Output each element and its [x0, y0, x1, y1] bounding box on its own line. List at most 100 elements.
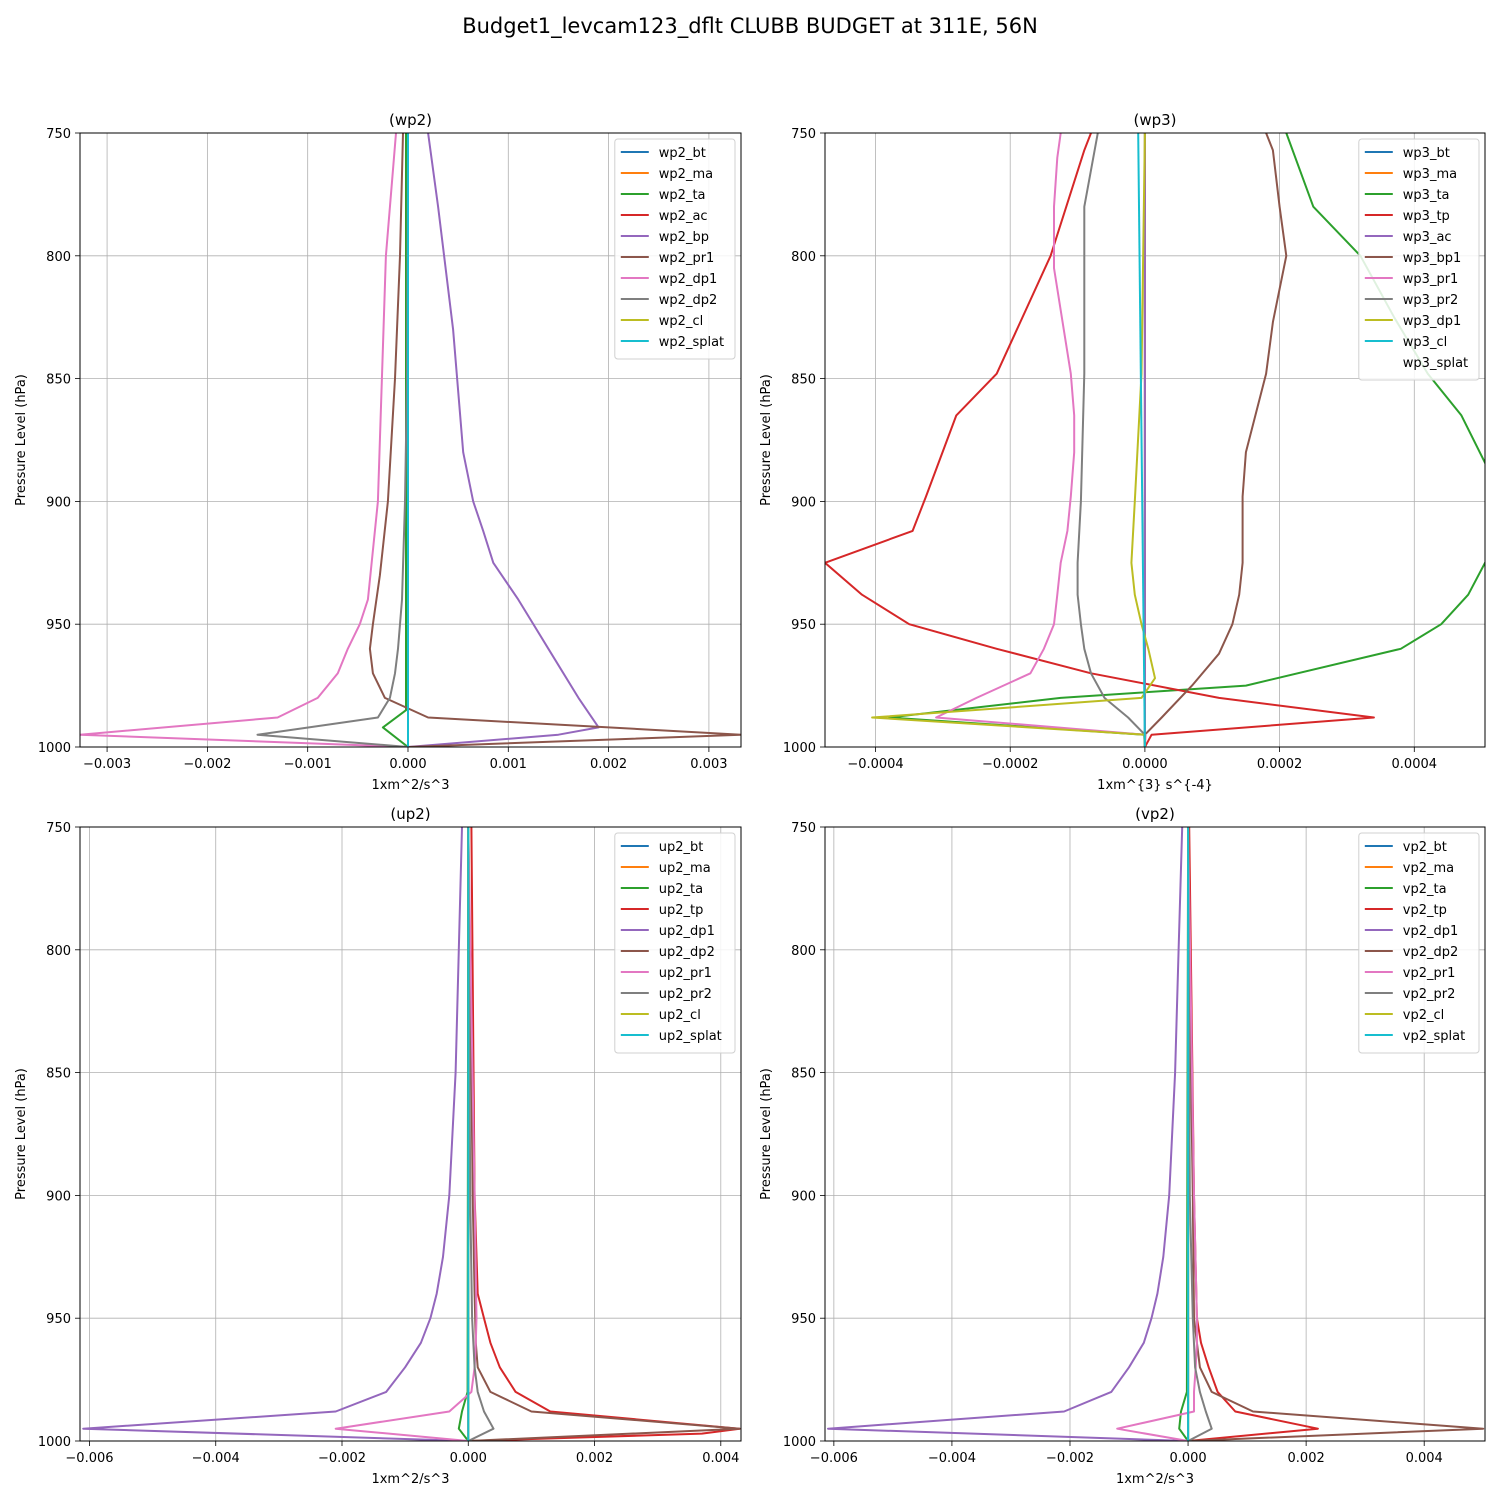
legend-label-wp2_splat: wp2_splat [659, 335, 724, 350]
y-tick-label: 800 [46, 250, 71, 265]
legend-label-vp2_pr1: vp2_pr1 [1403, 966, 1456, 981]
x-tick-label: −0.006 [810, 1451, 858, 1466]
y-tick-label: 750 [791, 127, 816, 142]
legend-label-vp2_dp2: vp2_dp2 [1403, 945, 1459, 960]
series-line-wp2_dp1 [80, 133, 409, 747]
legend-label-vp2_cl: vp2_cl [1403, 1008, 1444, 1023]
x-tick-label: 0.000 [1169, 1451, 1206, 1466]
figure-title: Budget1_levcam123_dflt CLUBB BUDGET at 3… [462, 14, 1038, 38]
x-tick-label: 0.001 [490, 757, 527, 772]
chart-panel-3: −0.006 −0.004 −0.002 0.000 0.002 0.004 750 800 8… [14, 805, 742, 1487]
series-line-wp3_pr1 [935, 133, 1147, 747]
y-axis-label: Pressure Level (hPa) [14, 374, 29, 506]
legend-label-wp3_ta: wp3_ta [1403, 188, 1450, 203]
series-line-up2_dp1 [82, 827, 469, 1441]
chart-title: (wp3) [1133, 111, 1176, 129]
legend-label-vp2_pr2: vp2_pr2 [1403, 987, 1456, 1002]
series-lines [80, 133, 741, 747]
x-tick-label: 0.002 [1288, 1451, 1325, 1466]
x-tick-label: 0.002 [590, 757, 627, 772]
legend: wp3_bt wp3_ma wp3_ta wp3_tp wp3_ac wp3_bp1 wp3… [1358, 138, 1480, 381]
x-axis-label: 1xm^2/s^3 [371, 1472, 449, 1487]
legend-label-wp3_bt: wp3_bt [1403, 146, 1450, 161]
y-tick-label: 750 [46, 821, 71, 836]
legend-label-wp3_cl: wp3_cl [1403, 335, 1447, 350]
y-tick-label: 900 [46, 495, 71, 510]
x-tick-label: 0.0002 [1257, 757, 1303, 772]
series-lines [82, 827, 741, 1441]
y-tick-label: 800 [791, 250, 816, 265]
legend-label-vp2_tp: vp2_tp [1403, 903, 1447, 918]
legend: up2_bt up2_ma up2_ta up2_tp up2_dp1 up2_dp2up… [614, 832, 736, 1054]
legend-label-wp2_ac: wp2_ac [659, 209, 708, 224]
y-tick-label: 1000 [783, 741, 816, 756]
x-tick-label: −0.0004 [847, 757, 903, 772]
legend: wp2_bt wp2_ma wp2_ta wp2_ac wp2_bp wp2_pr1 wp2… [614, 138, 736, 360]
x-tick-label: −0.003 [83, 757, 131, 772]
legend-label-up2_dp1: up2_dp1 [659, 924, 715, 939]
x-tick-label: −0.004 [192, 1451, 240, 1466]
y-axis-label: Pressure Level (hPa) [14, 1068, 29, 1200]
series-line-up2_dp2 [467, 827, 741, 1441]
chart-panel-2: −0.0004 −0.0002 0.0000 0.0002 0.0004 750 800 85… [759, 111, 1486, 793]
legend-label-up2_pr2: up2_pr2 [659, 987, 712, 1002]
series-line-wp3_tp [825, 133, 1375, 747]
x-tick-label: 0.0004 [1392, 757, 1438, 772]
chart-title: (up2) [390, 805, 430, 823]
legend-label-wp2_cl: wp2_cl [659, 314, 703, 329]
series-line-wp3_dp1 [871, 133, 1156, 747]
series-line-wp3_bp1 [1143, 133, 1288, 747]
y-tick-label: 1000 [38, 741, 71, 756]
y-tick-label: 850 [46, 1067, 71, 1082]
y-tick-label: 900 [46, 1189, 71, 1204]
series-line-vp2_dp1 [827, 827, 1189, 1441]
x-tick-label: −0.002 [318, 1451, 366, 1466]
legend-label-wp2_dp2: wp2_dp2 [659, 293, 717, 308]
series-line-vp2_tp [1188, 827, 1319, 1441]
legend-label-wp3_ac: wp3_ac [1403, 230, 1452, 245]
series-line-vp2_pr1 [1116, 827, 1198, 1441]
y-tick-label: 850 [791, 1067, 816, 1082]
y-tick-label: 800 [46, 944, 71, 959]
y-tick-label: 950 [46, 618, 71, 633]
x-tick-label: 0.000 [450, 1451, 487, 1466]
x-tick-label: 0.003 [690, 757, 727, 772]
y-tick-label: 750 [791, 821, 816, 836]
legend-label-up2_splat: up2_splat [659, 1029, 722, 1044]
series-line-wp3_cl [1137, 133, 1146, 747]
series-line-wp3_pr2 [1076, 133, 1146, 747]
axes-frame [79, 826, 742, 1442]
y-tick-label: 750 [46, 127, 71, 142]
x-tick-label: −0.002 [183, 757, 231, 772]
y-tick-label: 850 [46, 373, 71, 388]
legend-label-wp3_bp1: wp3_bp1 [1403, 251, 1461, 266]
legend-label-up2_cl: up2_cl [659, 1008, 701, 1023]
x-tick-label: −0.0002 [982, 757, 1038, 772]
series-line-vp2_ta [1178, 827, 1190, 1441]
y-axis-label: Pressure Level (hPa) [759, 374, 774, 506]
y-tick-label: 1000 [38, 1435, 71, 1450]
legend-label-wp2_dp1: wp2_dp1 [659, 272, 717, 287]
legend-label-wp3_ma: wp3_ma [1403, 167, 1457, 182]
series-line-wp2_bp [407, 133, 600, 747]
legend-label-wp2_ta: wp2_ta [659, 188, 706, 203]
legend-label-vp2_splat: vp2_splat [1403, 1029, 1465, 1044]
chart-title: (wp2) [389, 111, 432, 129]
legend-label-wp2_pr1: wp2_pr1 [659, 251, 715, 266]
x-tick-label: −0.002 [1046, 1451, 1094, 1466]
y-tick-label: 900 [791, 495, 816, 510]
series-line-up2_tp [468, 827, 741, 1441]
legend-label-vp2_ta: vp2_ta [1403, 882, 1447, 897]
y-axis-label: Pressure Level (hPa) [759, 1068, 774, 1200]
axes-frame [824, 132, 1486, 748]
y-tick-label: 950 [791, 618, 816, 633]
x-axis-label: 1xm^2/s^3 [371, 778, 449, 793]
legend-label-up2_pr1: up2_pr1 [659, 966, 712, 981]
legend-label-up2_bt: up2_bt [659, 840, 704, 855]
y-tick-label: 950 [791, 1312, 816, 1327]
series-line-wp2_pr1 [368, 133, 741, 747]
legend-label-up2_ta: up2_ta [659, 882, 703, 897]
legend-label-vp2_dp1: vp2_dp1 [1403, 924, 1459, 939]
